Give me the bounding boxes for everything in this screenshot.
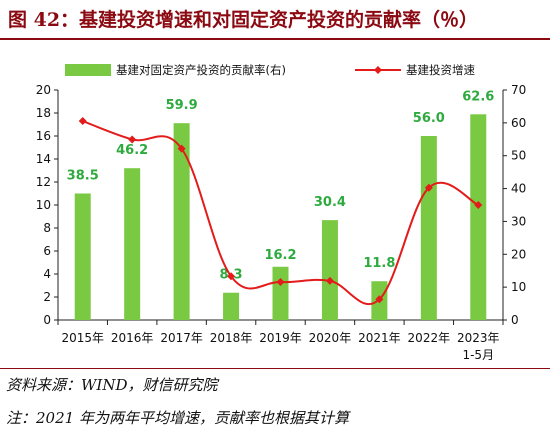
bar-data-label: 11.8 bbox=[363, 256, 395, 271]
x-tick-label: 2021年 bbox=[358, 331, 401, 345]
x-tick-label: 2022年 bbox=[408, 331, 451, 345]
growth-line-point bbox=[177, 144, 186, 153]
left-tick-label: 0 bbox=[43, 313, 51, 327]
contribution-bar bbox=[124, 168, 141, 320]
left-tick-label: 16 bbox=[36, 129, 51, 143]
contribution-bar bbox=[470, 114, 487, 320]
growth-line-point bbox=[78, 117, 87, 126]
source-note: 资料来源：WIND，财信研究院 bbox=[6, 376, 218, 394]
right-tick-label: 30 bbox=[511, 214, 526, 228]
x-tick-label: 2015年 bbox=[61, 331, 104, 345]
growth-line-point bbox=[128, 135, 137, 144]
footnote: 注：2021 年为两年平均增速，贡献率也根据其计算 bbox=[6, 409, 349, 427]
growth-line-point bbox=[325, 276, 334, 285]
bar-data-label: 38.5 bbox=[67, 169, 99, 184]
bar-data-label: 30.4 bbox=[314, 195, 346, 210]
contribution-bar bbox=[272, 266, 289, 320]
x-tick-label: 2020年 bbox=[309, 331, 352, 345]
growth-line-point bbox=[424, 183, 433, 192]
left-tick-label: 8 bbox=[43, 221, 51, 235]
contribution-bar bbox=[74, 193, 91, 320]
x-tick-label: 2017年 bbox=[160, 331, 203, 345]
x-tick-label: 2016年 bbox=[111, 331, 154, 345]
legend-line-label: 基建投资增速 bbox=[406, 63, 475, 77]
left-tick-label: 18 bbox=[36, 106, 51, 120]
left-tick-label: 14 bbox=[36, 152, 51, 166]
legend-line-marker bbox=[374, 66, 382, 74]
legend-bar-swatch bbox=[65, 64, 111, 76]
contribution-bar bbox=[173, 123, 190, 320]
bar-data-label: 59.9 bbox=[166, 98, 198, 113]
left-tick-label: 4 bbox=[43, 267, 51, 281]
bar-data-label: 56.0 bbox=[413, 111, 445, 126]
right-tick-label: 70 bbox=[511, 83, 526, 97]
left-tick-label: 6 bbox=[43, 244, 51, 258]
bar-data-label: 62.6 bbox=[462, 89, 494, 104]
right-tick-label: 20 bbox=[511, 247, 526, 261]
left-tick-label: 2 bbox=[43, 290, 51, 304]
contribution-bar bbox=[223, 292, 240, 320]
left-tick-label: 20 bbox=[36, 83, 51, 97]
growth-line-point bbox=[474, 201, 483, 209]
title-divider bbox=[0, 38, 550, 40]
source-divider bbox=[0, 368, 550, 369]
legend-bar-label: 基建对固定资产投资的贡献率(右) bbox=[116, 63, 286, 77]
contribution-bar bbox=[321, 220, 338, 320]
contribution-bar bbox=[420, 136, 437, 320]
right-tick-label: 40 bbox=[511, 182, 526, 196]
chart-svg: 0 2 4 6 8 10 12 14 16 18 20 0 10 20 30 40 50 60 70 2015年 201… bbox=[36, 63, 527, 362]
left-tick-label: 12 bbox=[36, 175, 51, 189]
chart-title: 图 42：基建投资增速和对固定资产投资的贡献率（％） bbox=[8, 9, 479, 31]
right-tick-label: 60 bbox=[511, 116, 526, 130]
bar-data-label: 46.2 bbox=[116, 143, 148, 158]
growth-line-point bbox=[276, 278, 285, 287]
x-tick-label: 2023年 bbox=[457, 331, 500, 345]
x-tick-label: 1-5月 bbox=[462, 348, 494, 362]
x-tick-label: 2019年 bbox=[259, 331, 302, 345]
growth-line-point bbox=[375, 295, 384, 304]
growth-line-point bbox=[227, 272, 236, 281]
right-tick-label: 50 bbox=[511, 149, 526, 163]
x-tick-label: 2018年 bbox=[210, 331, 253, 345]
right-tick-label: 10 bbox=[511, 280, 526, 294]
left-tick-label: 10 bbox=[36, 198, 51, 212]
right-tick-label: 0 bbox=[511, 313, 519, 327]
bar-data-label: 16.2 bbox=[264, 248, 296, 263]
